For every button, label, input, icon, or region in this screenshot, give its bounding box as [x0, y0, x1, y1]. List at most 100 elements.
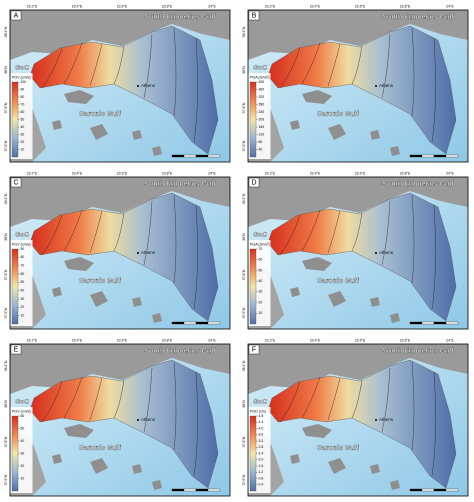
latitude-label: 37.6°N [4, 474, 8, 485]
place-label: Saronic Gulf [317, 445, 359, 452]
contour [327, 43, 341, 87]
contour [63, 209, 83, 252]
island [132, 464, 142, 474]
place-label: GoC [15, 399, 29, 406]
contour [411, 194, 415, 284]
colorbar [249, 415, 257, 492]
attica-field [267, 25, 457, 155]
longitude-label: 24°E [208, 338, 216, 342]
place-label: Athens [141, 417, 156, 422]
map-border [247, 176, 469, 330]
map-border [9, 343, 231, 497]
colorbar-tick-label: 20 [21, 464, 25, 468]
colorbar-tick-label: 2.0 [259, 458, 264, 462]
scale-bar [421, 488, 435, 492]
island [64, 424, 94, 438]
contour [381, 33, 391, 99]
latitude-label: 37.8°N [4, 436, 8, 447]
scale-bar [171, 488, 185, 492]
place-label: South Euboekos Gulf [144, 181, 216, 188]
latitude-label: 38.2°N [4, 360, 8, 371]
colorbar-tick-label: 4.4 [259, 420, 264, 424]
colorbar-tick-label: 2.8 [259, 445, 264, 449]
scale-bar [195, 488, 209, 492]
contour [431, 204, 436, 310]
longitude-label: 24°E [446, 4, 454, 8]
colorbar-tick-label: 400 [259, 80, 265, 84]
place-label: Athens [379, 250, 394, 255]
colorbar-tick-label: 3.2 [259, 439, 264, 443]
city-marker [137, 85, 139, 87]
colorbar [11, 248, 19, 325]
colorbar-title: PGD (cm) [250, 409, 266, 413]
island [328, 291, 346, 307]
place-label: Athens [379, 417, 394, 422]
island [132, 130, 142, 140]
colorbar-tick-label: 30 [21, 132, 25, 136]
contour [113, 45, 125, 85]
contour [173, 27, 177, 117]
contour [173, 361, 177, 451]
island [290, 287, 300, 297]
colorbar-tick-label: 60 [259, 258, 263, 262]
map-panel: 23.2°E 23.4°E 23.6°E 23.8°E 24°E 38.2°N 38°N 37… [2, 336, 234, 499]
longitude-label: 23.4°E [72, 338, 83, 342]
scale-bar [445, 488, 459, 492]
colorbar-tick-label: 10 [21, 314, 25, 318]
contour [431, 37, 436, 143]
map-panel: 23.2°E 23.4°E 23.6°E 23.8°E 24°E 38.2°N 38°N 37… [240, 2, 472, 165]
colorbar [11, 415, 19, 492]
colorbar-tick-label: 1.6 [259, 464, 264, 468]
scale-bar [409, 321, 423, 325]
map-area [248, 10, 468, 162]
contour [63, 42, 83, 85]
colorbar-tick-label: 4.0 [259, 426, 264, 430]
colorbar-tick-label: 200 [259, 117, 265, 121]
colorbar-title: PGV (cm/s) [12, 242, 31, 246]
city-marker [375, 85, 377, 87]
island [302, 424, 332, 438]
longitude-label: 23.2°E [265, 4, 276, 8]
latitude-label: 37.6°N [242, 307, 246, 318]
colorbar [249, 81, 257, 158]
colorbar-tick-label: 90 [21, 247, 25, 251]
map-area [10, 177, 230, 329]
contour [41, 47, 63, 89]
latitude-label: 37.8°N [242, 269, 246, 280]
island [90, 124, 108, 140]
island [290, 454, 300, 464]
island [328, 124, 346, 140]
longitude-label: 23.2°E [265, 171, 276, 175]
panel-label-box [248, 177, 260, 188]
colorbar-tick-label: 280 [259, 102, 265, 106]
island [52, 454, 62, 464]
colorbar-tick-label: 40 [259, 147, 263, 151]
colorbar-tick-label: 30 [21, 297, 25, 301]
island [302, 90, 332, 104]
latitude-label: 37.6°N [4, 307, 8, 318]
contour [431, 371, 436, 477]
contour [193, 204, 198, 310]
panel-label: A [14, 13, 19, 20]
place-label: Saronic Gulf [79, 278, 121, 285]
colorbar-title: PGA (cm/s²) [250, 75, 270, 79]
panel-label: B [252, 13, 257, 20]
colorbar-tick-label: 50 [259, 268, 263, 272]
colorbar-title: PGA (cm/s²) [250, 242, 270, 246]
panel-label: E [14, 347, 19, 354]
island [370, 464, 380, 474]
colorbar-tick-label: 1.2 [259, 470, 264, 474]
longitude-label: 23.6°E [117, 171, 128, 175]
scale-bar [409, 154, 423, 158]
place-label: GoC [15, 65, 29, 72]
contour [327, 377, 341, 421]
contour [351, 212, 363, 252]
latitude-label: 37.8°N [242, 436, 246, 447]
panel-label-box [10, 10, 22, 21]
latitude-label: 38.2°N [4, 26, 8, 37]
latitude-label: 37.6°N [242, 474, 246, 485]
colorbar-tick-label: 40 [21, 289, 25, 293]
colorbar-tick-label: 80 [259, 140, 263, 144]
colorbar-tick-label: 240 [259, 110, 265, 114]
